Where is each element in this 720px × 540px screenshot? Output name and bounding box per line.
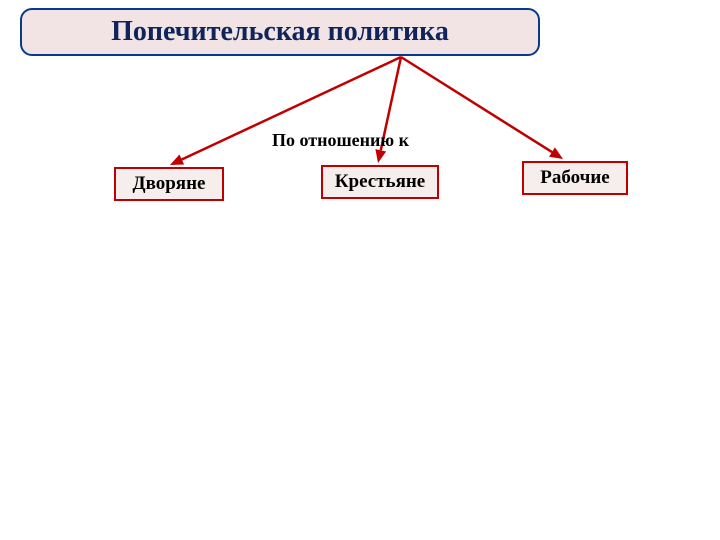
- relation-label: По отношению к: [272, 130, 409, 151]
- root-node: Попечительская политика: [20, 8, 540, 56]
- child-node: Крестьяне: [321, 165, 439, 199]
- arrow-layer: [0, 0, 720, 540]
- root-title: Попечительская политика: [111, 16, 449, 48]
- child-node: Рабочие: [522, 161, 628, 195]
- child-node: Дворяне: [114, 167, 224, 201]
